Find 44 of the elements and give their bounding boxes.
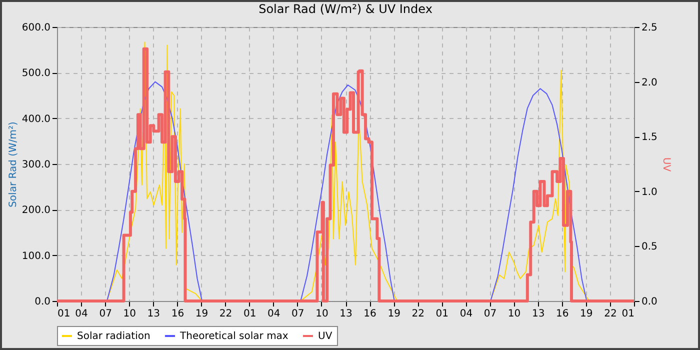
y-tick-label: 0.0 <box>34 296 50 308</box>
x-tick-label: 04 <box>75 308 88 320</box>
x-tick-label: 19 <box>580 308 593 320</box>
y2-tick-label: 1.0 <box>642 186 658 198</box>
y2-tick-label: 2.0 <box>642 77 658 88</box>
chart-title: Solar Rad (W/m²) & UV Index <box>258 2 432 16</box>
x-tick-label: 16 <box>171 308 184 320</box>
y-tick-label: 300.0 <box>22 160 50 170</box>
x-tick-label: 01 <box>58 308 70 320</box>
x-tick-label: 13 <box>147 308 160 320</box>
x-tick-label: 22 <box>219 308 232 320</box>
y2-tick-label: 1.5 <box>642 132 658 144</box>
legend-label: Theoretical solar max <box>179 331 288 342</box>
x-tick-label: 04 <box>268 308 280 320</box>
x-tick-label: 13 <box>532 308 545 320</box>
y2-axis-title: UV <box>660 157 672 172</box>
x-tick-label: 19 <box>195 308 208 320</box>
y-tick-label: 200.0 <box>22 205 50 216</box>
x-tick-label: 16 <box>364 308 376 320</box>
x-tick-label: 01 <box>243 308 256 320</box>
y2-tick-label: 2.5 <box>642 22 658 34</box>
y-tick-label: 500.0 <box>22 68 50 80</box>
y-tick-label: 400.0 <box>22 114 50 125</box>
x-tick-label: 07 <box>484 308 497 320</box>
y-tick-label: 100.0 <box>22 250 50 262</box>
legend-label: UV <box>318 331 332 342</box>
y-axis-title: Solar Rad (W/m²) <box>8 121 19 208</box>
y2-tick-label: 0.0 <box>642 296 658 308</box>
x-tick-label: 22 <box>604 308 617 320</box>
x-tick-label: 13 <box>340 308 352 320</box>
x-tick-label: 10 <box>508 308 521 320</box>
legend-label: Solar radiation <box>77 331 150 342</box>
x-tick-label: 07 <box>99 308 112 320</box>
x-tick-label: 01 <box>622 308 634 320</box>
y-tick-label: 600.0 <box>22 22 50 34</box>
x-tick-label: 19 <box>388 308 400 320</box>
x-tick-label: 16 <box>556 308 569 320</box>
x-tick-label: 01 <box>436 308 449 320</box>
x-tick-label: 10 <box>316 308 328 320</box>
y2-tick-label: 0.5 <box>642 242 658 253</box>
x-tick-label: 10 <box>123 308 136 320</box>
x-tick-label: 04 <box>460 308 473 320</box>
x-tick-label: 07 <box>292 308 304 320</box>
x-tick-label: 22 <box>412 308 424 320</box>
